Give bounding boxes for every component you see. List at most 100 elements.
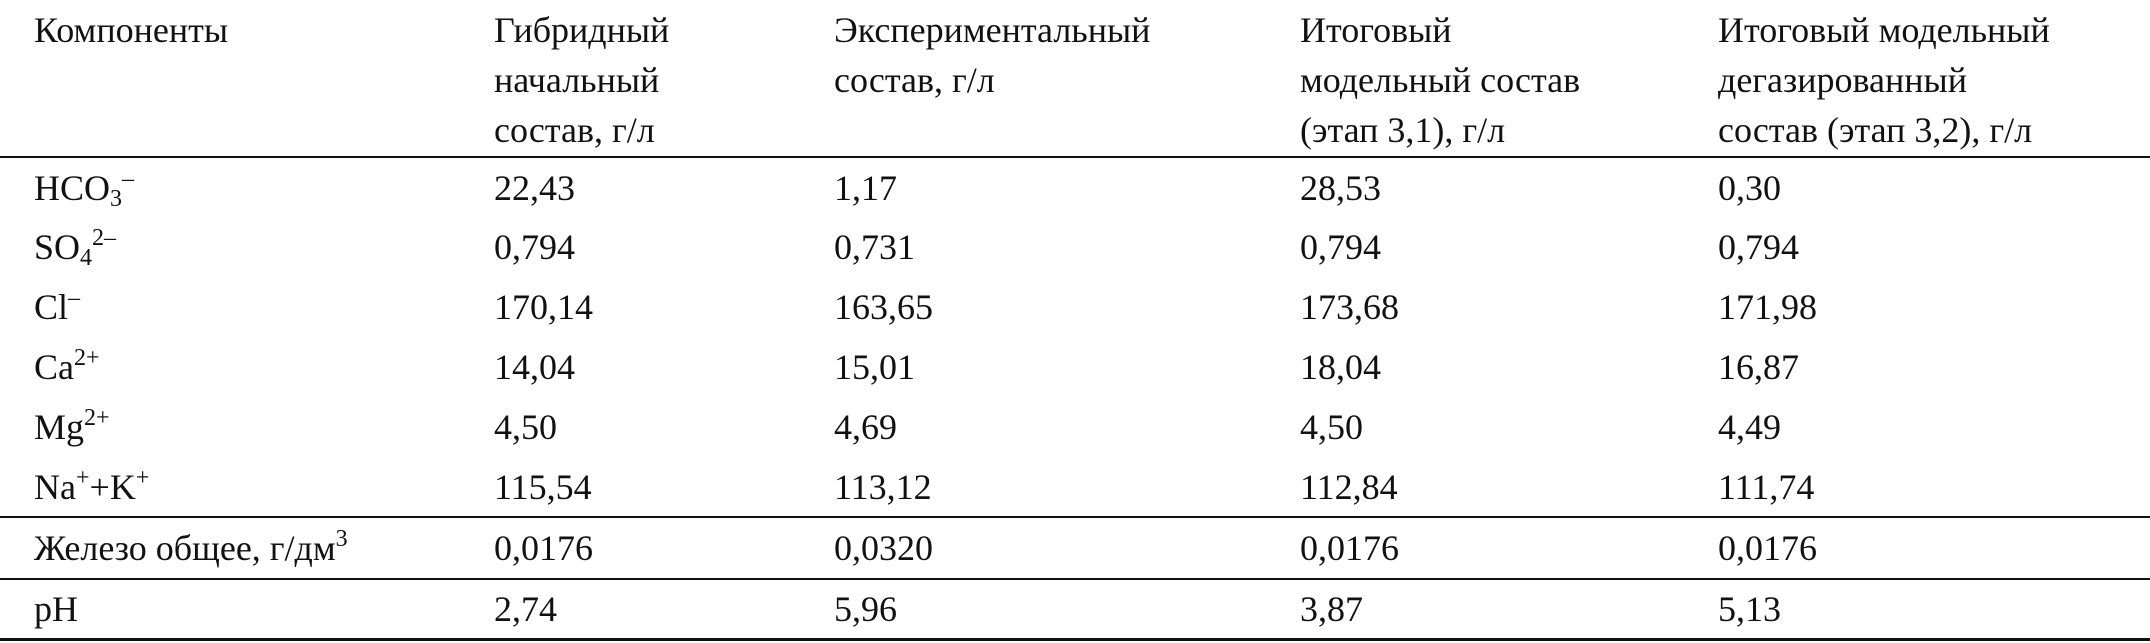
value-text: 171,98 [1718, 287, 1817, 327]
value-cell: 5,13 [1718, 579, 2150, 641]
value-cell: 0,794 [494, 217, 834, 277]
row-label: SO42– [0, 217, 494, 277]
row: HCO3– 22,43 1,17 28,53 0,30 [0, 157, 2150, 217]
header-line: (этап 3,1), г/л [1300, 110, 1506, 150]
value-cell: 170,14 [494, 277, 834, 337]
value-text: 112,84 [1300, 466, 1398, 507]
value-text: 0,731 [834, 227, 915, 267]
value-cell: 15,01 [834, 337, 1300, 397]
row-label: HCO3– [0, 157, 494, 217]
header-line: Компоненты [34, 10, 229, 50]
value-cell: 4,49 [1718, 397, 2150, 457]
value-cell: 173,68 [1300, 277, 1718, 337]
label-text: Ca [34, 347, 74, 387]
header-line: начальный [494, 60, 660, 100]
value-text: 14,04 [494, 347, 575, 387]
value-cell: 0,30 [1718, 157, 2150, 217]
row-label: Ca2+ [0, 337, 494, 397]
value-cell: 0,0320 [834, 517, 1300, 580]
label-text: Na [34, 466, 76, 507]
row-label: pH [0, 579, 494, 641]
value-text: 4,49 [1718, 407, 1781, 447]
label-sup: 2+ [74, 345, 100, 371]
value-cell: 14,04 [494, 337, 834, 397]
row: Cl– 170,14 163,65 173,68 171,98 [0, 277, 2150, 337]
table-body: HCO3– 22,43 1,17 28,53 0,30 SO42– 0,794 0,731 0… [0, 157, 2150, 641]
value-text: 2,74 [494, 588, 557, 629]
label-sub: 3 [110, 185, 123, 212]
value-text: 16,87 [1718, 347, 1799, 387]
value-cell: 18,04 [1300, 337, 1718, 397]
value-cell: 111,74 [1718, 457, 2150, 518]
value-cell: 4,50 [1300, 397, 1718, 457]
value-text: 0,0320 [834, 528, 933, 568]
row: pH 2,74 5,96 3,87 5,13 [0, 579, 2150, 641]
header-line: состав (этап 3,2), г/л [1718, 110, 2033, 150]
value-cell: 5,96 [834, 579, 1300, 641]
value-text: 5,13 [1718, 588, 1781, 629]
value-text: 173,68 [1300, 287, 1399, 327]
label-text: +K [89, 466, 136, 507]
value-text: 4,50 [1300, 407, 1363, 447]
label-sup: 2+ [84, 405, 110, 431]
value-cell: 1,17 [834, 157, 1300, 217]
label-text: Mg [34, 407, 85, 447]
row-label: Cl– [0, 277, 494, 337]
header-cell: Гибридный начальный состав, г/л [494, 0, 834, 158]
header-cell: Компоненты [0, 0, 494, 158]
value-text: 4,50 [494, 407, 557, 447]
row-label: Mg2+ [0, 397, 494, 457]
value-text: 22,43 [494, 167, 575, 208]
row-label: Na++K+ [0, 457, 494, 518]
value-text: 0,794 [1300, 227, 1381, 267]
value-text: 170,14 [494, 287, 593, 327]
row: Mg2+ 4,50 4,69 4,50 4,49 [0, 397, 2150, 457]
header-line: Итоговый модельный [1718, 10, 2050, 50]
value-text: 113,12 [834, 466, 932, 507]
row: SO42– 0,794 0,731 0,794 0,794 [0, 217, 2150, 277]
value-cell: 115,54 [494, 457, 834, 518]
value-cell: 22,43 [494, 157, 834, 217]
value-text: 0,0176 [494, 528, 593, 568]
value-text: 0,30 [1718, 167, 1781, 208]
label-text: Cl [34, 287, 69, 327]
row: Ca2+ 14,04 15,01 18,04 16,87 [0, 337, 2150, 397]
value-cell: 163,65 [834, 277, 1300, 337]
row-label: Железо общее, г/дм3 [0, 517, 494, 580]
value-cell: 0,0176 [1718, 517, 2150, 580]
header-line: Гибридный [494, 10, 670, 50]
table-header: Компоненты Гибридный начальный состав, г/л Э… [0, 0, 2150, 158]
label-sup: – [68, 285, 81, 311]
value-text: 5,96 [834, 588, 897, 629]
header-line: модельный состав [1300, 60, 1581, 100]
header-line: Итоговый [1300, 10, 1452, 50]
header-cell: Итоговый модельный дегазированный состав (… [1718, 0, 2150, 158]
value-cell: 0,794 [1718, 217, 2150, 277]
value-text: 0,794 [494, 227, 575, 267]
value-text: 18,04 [1300, 347, 1381, 387]
value-text: 111,74 [1718, 466, 1815, 507]
label-sup: – [122, 165, 135, 192]
value-text: 3,87 [1300, 588, 1363, 629]
label-sup: + [135, 464, 150, 491]
value-cell: 0,731 [834, 217, 1300, 277]
row: Na++K+ 115,54 113,12 112,84 111,74 [0, 457, 2150, 518]
value-cell: 0,794 [1300, 217, 1718, 277]
label-text: HCO [34, 167, 111, 208]
header-line: дегазированный [1718, 60, 1968, 100]
value-cell: 4,50 [494, 397, 834, 457]
header-line: Экспериментальный [834, 10, 1151, 50]
header-line: состав, г/л [494, 110, 655, 150]
value-cell: 16,87 [1718, 337, 2150, 397]
header-row: Компоненты Гибридный начальный состав, г/л Э… [0, 0, 2150, 158]
value-cell: 2,74 [494, 579, 834, 641]
value-text: 28,53 [1300, 167, 1381, 208]
value-text: 15,01 [834, 347, 915, 387]
value-cell: 171,98 [1718, 277, 2150, 337]
value-text: 0,794 [1718, 227, 1799, 267]
label-text: Железо общее, г/дм [34, 528, 336, 568]
label-sup: 2– [92, 225, 117, 251]
value-cell: 113,12 [834, 457, 1300, 518]
